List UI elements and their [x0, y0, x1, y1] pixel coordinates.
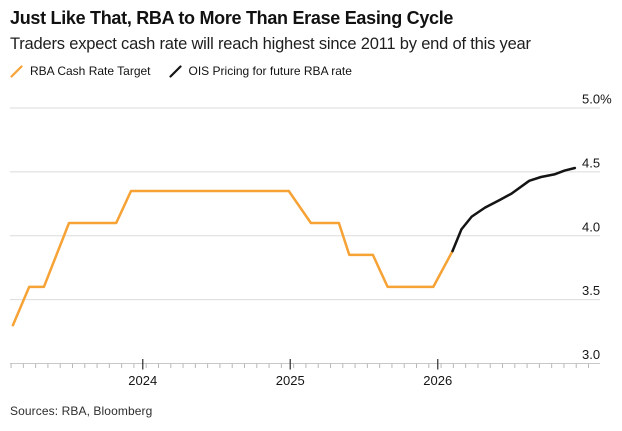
legend-swatch-rba	[10, 64, 23, 78]
ois-pricing-line	[451, 166, 577, 253]
x-axis-label: 2024	[128, 373, 157, 388]
y-axis-label: 3.0	[582, 347, 600, 362]
x-axis-label: 2025	[276, 373, 305, 388]
legend-swatch-ois	[168, 64, 182, 78]
rba-cash-rate-line	[11, 189, 454, 327]
legend-label-rba: RBA Cash Rate Target	[30, 64, 151, 78]
y-axis-label: 3.5	[582, 283, 600, 298]
y-axis-label: 4.0	[582, 219, 600, 234]
legend-item-rba: RBA Cash Rate Target	[10, 64, 151, 78]
x-axis-label: 2026	[423, 373, 452, 388]
slash-icon	[168, 64, 182, 78]
slash-icon	[10, 64, 23, 78]
legend-item-ois: OIS Pricing for future RBA rate	[168, 64, 352, 78]
y-axis-label: 4.5	[582, 155, 600, 170]
legend-label-ois: OIS Pricing for future RBA rate	[188, 64, 352, 78]
y-axis-label: 5.0%	[582, 92, 612, 107]
chart-subtitle: Traders expect cash rate will reach high…	[10, 35, 531, 53]
chart-title: Just Like That, RBA to More Than Erase E…	[10, 8, 454, 28]
legend: RBA Cash Rate Target OIS Pricing for fut…	[10, 62, 352, 80]
source-note: Sources: RBA, Bloomberg	[10, 404, 153, 418]
